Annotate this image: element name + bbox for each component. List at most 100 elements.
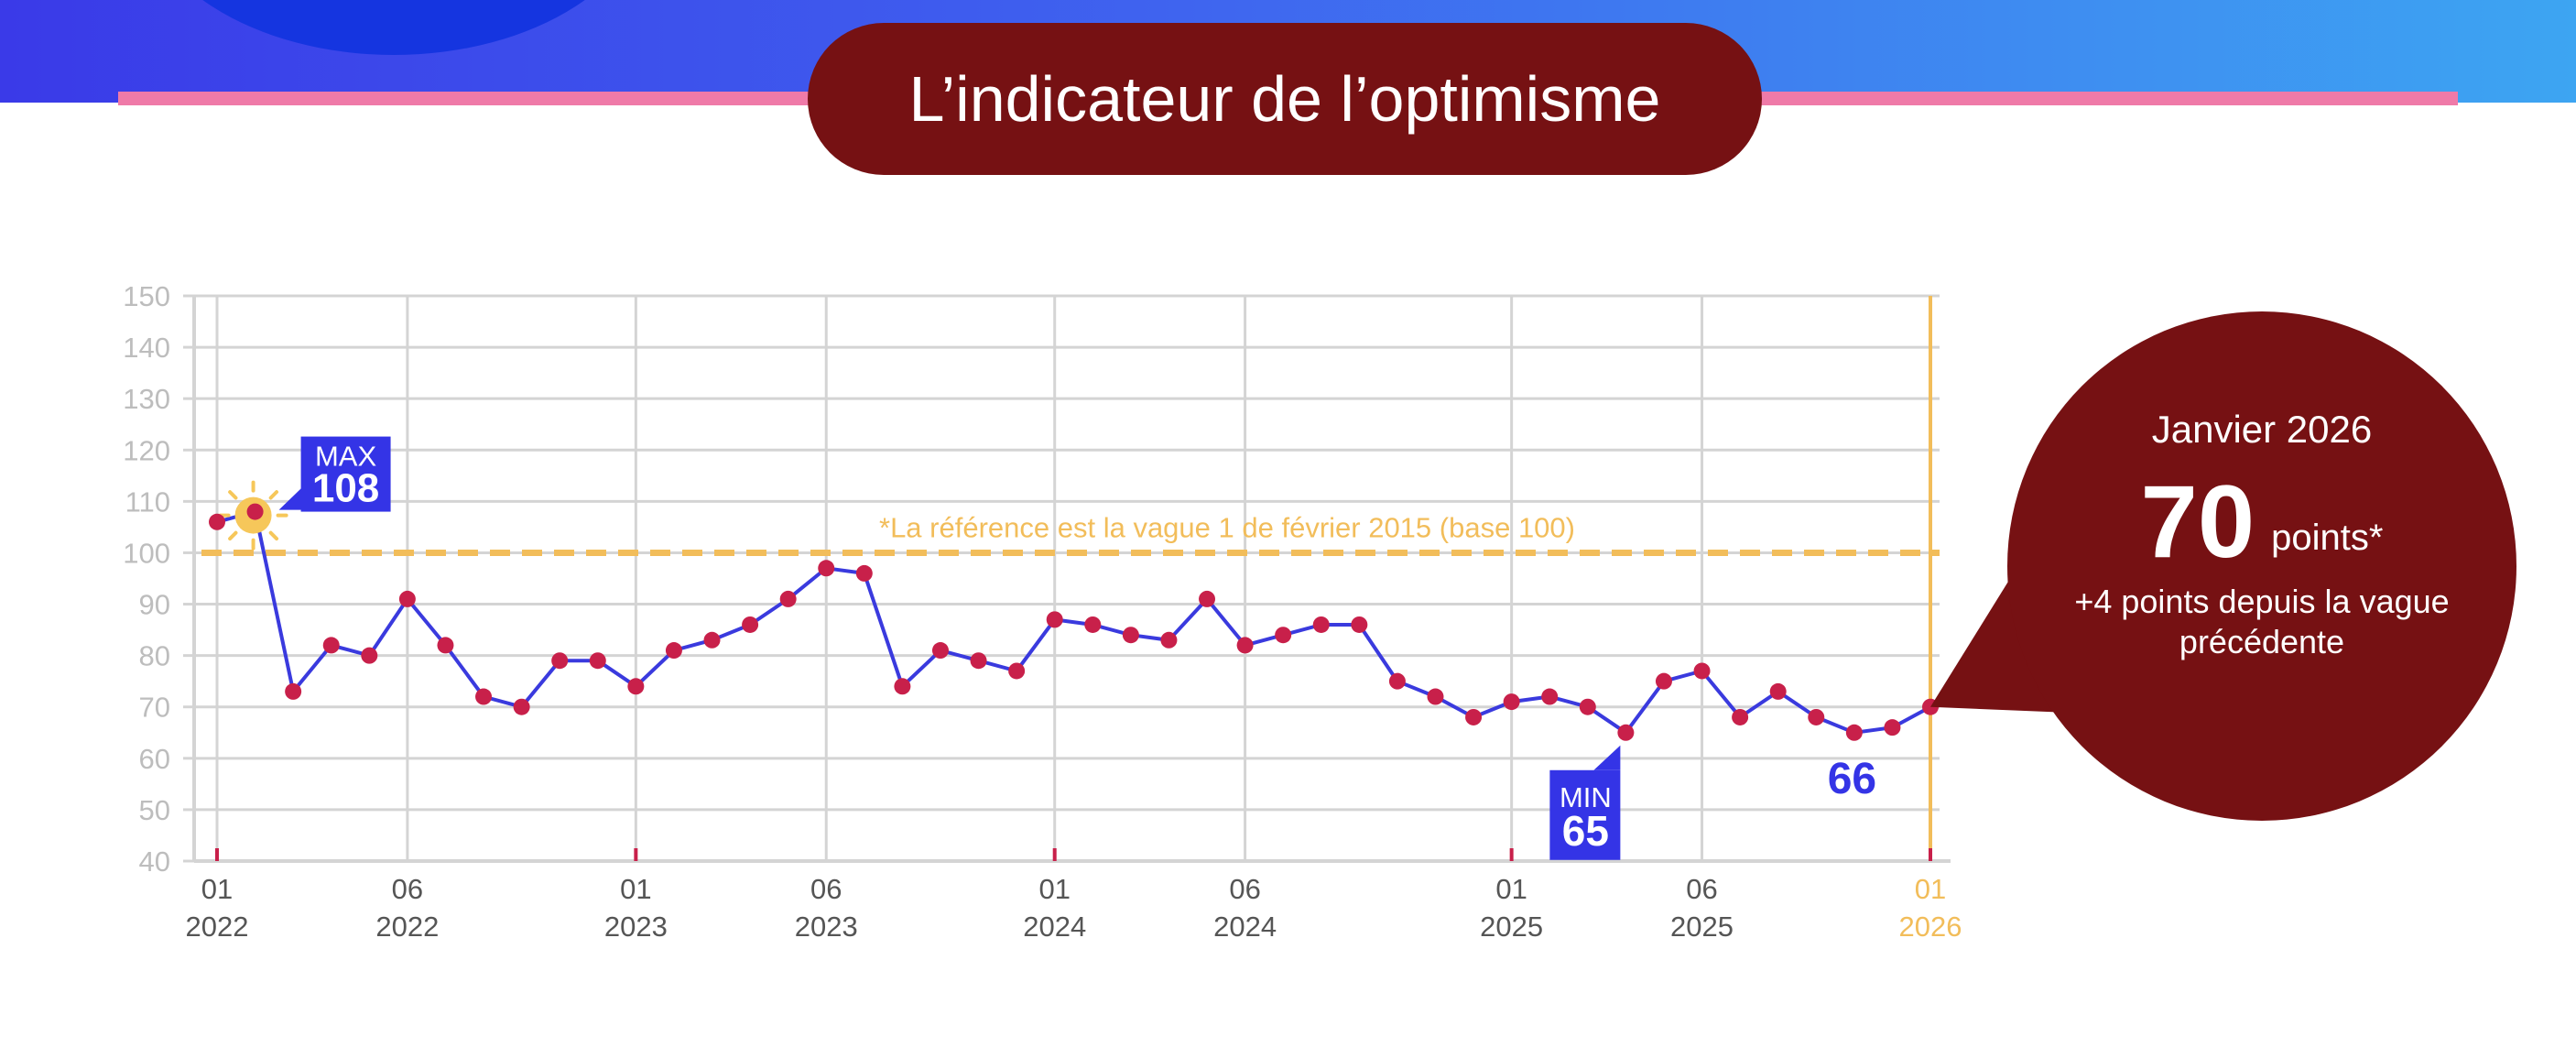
y-tick-label: 140: [123, 332, 170, 364]
x-tick-label-month: 01: [201, 873, 233, 905]
data-point: [742, 616, 759, 633]
data-point: [246, 503, 264, 520]
x-tick-label-year: 2024: [1213, 911, 1277, 943]
x-tick-label-month: 06: [392, 873, 423, 905]
data-point: [513, 698, 530, 715]
max-label-pointer: [278, 484, 306, 510]
callout-delta-line2: précédente: [2179, 623, 2345, 660]
x-tick-label-year: 2023: [795, 911, 858, 943]
x-tick-label-year: 2025: [1480, 911, 1543, 943]
callout-delta-line1: +4 points depuis la vague: [2074, 583, 2450, 620]
x-tick-label-year: 2025: [1670, 911, 1734, 943]
data-point: [589, 652, 606, 670]
data-point: [1046, 611, 1063, 628]
y-tick-label: 60: [139, 743, 170, 775]
page-title: L’indicateur de l’optimisme: [808, 23, 1762, 175]
y-tick-label: 90: [139, 589, 170, 621]
y-tick-label: 80: [139, 640, 170, 672]
data-point: [1579, 698, 1596, 715]
y-tick-label: 100: [123, 537, 170, 569]
data-point: [1008, 662, 1026, 680]
data-point: [894, 678, 911, 695]
y-tick-label: 150: [123, 280, 170, 312]
y-tick-label: 120: [123, 434, 170, 466]
data-point: [209, 513, 225, 530]
previous-value-label: 66: [1828, 755, 1876, 803]
y-tick-label: 40: [139, 845, 170, 878]
x-tick-label-year: 2023: [604, 911, 668, 943]
y-tick-label: 130: [123, 383, 170, 415]
x-tick-label-month: 01: [1038, 873, 1070, 905]
data-point: [1275, 627, 1292, 644]
data-point: [322, 637, 340, 654]
data-point: [1693, 662, 1711, 680]
data-point: [1884, 719, 1901, 736]
reference-label: *La référence est la vague 1 de février …: [879, 511, 1575, 543]
x-tick-label-month: 01: [1915, 873, 1946, 905]
data-point: [1199, 590, 1216, 607]
x-tick-label-month: 06: [1686, 873, 1717, 905]
data-point: [703, 631, 721, 649]
max-label-tag: MAX: [315, 441, 377, 473]
data-point: [1503, 693, 1520, 711]
min-label-value: 65: [1562, 807, 1609, 855]
sun-ray: [228, 490, 238, 500]
callout-points-unit: points*: [2271, 518, 2384, 558]
x-tick-label-month: 01: [1495, 873, 1527, 905]
data-point: [1122, 627, 1139, 644]
callout-points: 70 points*: [2007, 463, 2516, 581]
min-label-box: [1549, 769, 1621, 860]
callout-date: Janvier 2026: [2151, 408, 2373, 451]
current-value-callout: [2007, 311, 2516, 821]
y-tick-label: 50: [139, 794, 170, 826]
data-point: [1845, 724, 1863, 741]
x-tick-label-year: 2024: [1023, 911, 1086, 943]
data-point: [1312, 616, 1330, 633]
callout-delta: +4 points depuis la vague précédente: [2042, 582, 2482, 662]
data-point: [818, 560, 835, 577]
data-point: [1769, 682, 1787, 700]
x-tick-label-year: 2026: [1899, 911, 1962, 943]
y-tick-label: 110: [125, 485, 170, 518]
callout-points-value: 70: [2140, 464, 2255, 579]
x-tick-label-year: 2022: [186, 911, 249, 943]
data-point: [1160, 631, 1178, 649]
min-label-pointer: [1593, 745, 1621, 770]
data-point: [855, 564, 873, 582]
x-tick-label-year: 2022: [375, 911, 439, 943]
series-line: [216, 509, 1931, 735]
x-tick-label-month: 01: [620, 873, 651, 905]
data-point: [779, 590, 797, 607]
data-point: [931, 642, 949, 660]
data-point: [1351, 616, 1368, 633]
data-point: [361, 647, 378, 664]
sun-ray: [228, 530, 238, 541]
data-point: [1465, 708, 1483, 725]
data-point: [1236, 637, 1254, 654]
data-point: [1084, 616, 1102, 633]
sun-ray: [268, 530, 279, 541]
data-point: [398, 590, 416, 607]
data-point: [1808, 708, 1825, 725]
data-point: [665, 642, 682, 660]
data-point: [475, 688, 493, 705]
y-tick-label: 70: [139, 692, 170, 724]
min-label-tag: MIN: [1560, 781, 1612, 813]
data-point: [970, 652, 987, 670]
max-label-value: 108: [312, 466, 379, 511]
data-point: [437, 637, 454, 654]
data-point: [627, 678, 645, 695]
data-point: [1427, 688, 1444, 705]
sun-ray: [268, 490, 279, 500]
data-point: [1617, 724, 1635, 741]
data-point: [1655, 672, 1672, 690]
page-title-text: L’indicateur de l’optimisme: [908, 63, 1661, 135]
data-point: [1732, 708, 1749, 725]
max-label-box: [300, 436, 391, 512]
data-point: [1388, 672, 1406, 690]
x-tick-label-month: 06: [1229, 873, 1260, 905]
data-point: [551, 652, 569, 670]
data-point: [285, 682, 302, 700]
data-point: [1541, 688, 1559, 705]
